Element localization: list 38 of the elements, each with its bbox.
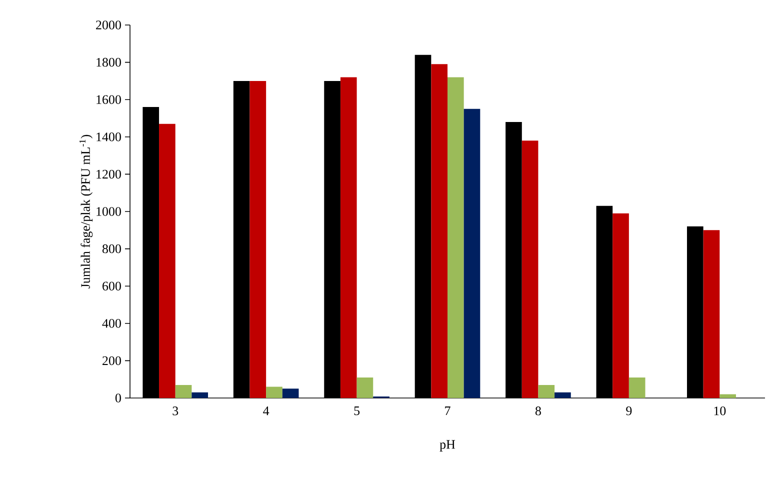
x-tick-label: 8 bbox=[535, 406, 541, 416]
x-tick-label: 5 bbox=[354, 406, 360, 416]
x-tick-label: 10 bbox=[714, 406, 726, 416]
bar bbox=[266, 386, 282, 398]
y-tick-label: 600 bbox=[102, 282, 121, 290]
bar bbox=[431, 64, 448, 398]
bar bbox=[628, 377, 646, 398]
y-tick-label: 1400 bbox=[96, 132, 121, 142]
bar bbox=[282, 388, 299, 398]
y-axis-title: Jumlah fage/plak (PFU mL$^{-1}$) bbox=[79, 134, 93, 288]
y-tick-label: 1800 bbox=[96, 58, 121, 67]
bar bbox=[175, 384, 192, 398]
bar bbox=[720, 394, 736, 398]
y-tick-label: 400 bbox=[102, 319, 121, 328]
y-tick-label: 800 bbox=[102, 244, 121, 254]
x-axis-title: pH bbox=[440, 440, 456, 452]
bar bbox=[554, 392, 571, 398]
bar bbox=[538, 384, 555, 398]
bar bbox=[522, 140, 538, 398]
bar bbox=[464, 108, 480, 398]
bar bbox=[159, 124, 176, 398]
x-tick-label: 9 bbox=[626, 406, 632, 416]
y-tick-label: 0 bbox=[115, 394, 121, 402]
y-tick-label: 200 bbox=[102, 356, 121, 366]
bar bbox=[448, 77, 464, 398]
y-tick-label: 1600 bbox=[96, 95, 121, 104]
x-tick-label: 3 bbox=[172, 406, 178, 416]
x-tick-label: 7 bbox=[445, 406, 450, 416]
bar bbox=[340, 77, 357, 398]
y-tick-label: 1200 bbox=[96, 170, 121, 179]
x-tick-label: 4 bbox=[263, 406, 270, 416]
y-tick-label: 2000 bbox=[96, 20, 121, 30]
bar bbox=[192, 392, 208, 398]
bar bbox=[612, 213, 629, 398]
bar bbox=[356, 377, 374, 398]
bar bbox=[250, 80, 266, 398]
bar bbox=[703, 230, 720, 398]
y-tick-label: 1000 bbox=[96, 207, 121, 216]
